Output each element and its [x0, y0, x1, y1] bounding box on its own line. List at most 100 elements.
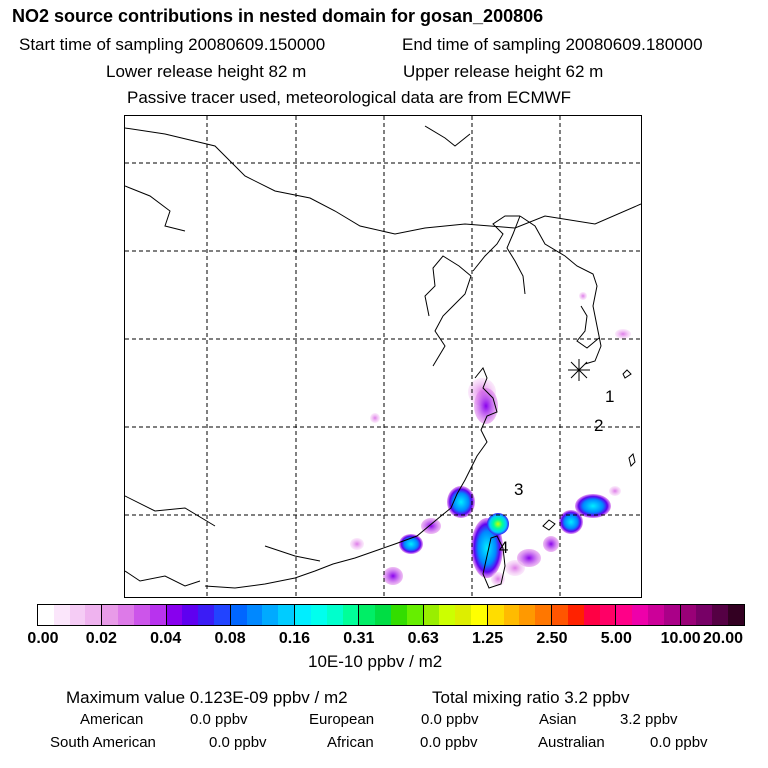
colorbar-tick-label: 0.31 [343, 630, 375, 647]
trajectory-labels: 1 2 3 4 [499, 387, 614, 557]
colorbar-tick-label: 0.00 [27, 630, 59, 647]
colorbar-swatch [118, 605, 134, 625]
colorbar-tick-label: 20.00 [702, 630, 744, 647]
concentration-plumes [350, 292, 631, 586]
region-european-value: 0.0 ppbv [421, 711, 479, 728]
colorbar-tick-label: 10.00 [660, 630, 701, 647]
colorbar-swatch [69, 605, 86, 625]
colorbar-swatch [182, 605, 199, 625]
region-south-american-value: 0.0 ppbv [209, 734, 267, 751]
end-time: End time of sampling 20080609.180000 [402, 35, 703, 54]
map-canvas: 1 2 3 4 [125, 116, 641, 597]
region-american-name: American [80, 711, 144, 728]
colorbar-swatch [567, 605, 584, 625]
colorbar-swatch [503, 605, 520, 625]
colorbar-swatch [471, 605, 487, 625]
region-african-name: African [327, 734, 374, 751]
region-australian-name: Australian [538, 734, 605, 751]
colorbar-swatch [455, 605, 472, 625]
colorbar-swatch [390, 605, 407, 625]
colorbar-swatch [326, 605, 343, 625]
colorbar-swatch [680, 605, 697, 625]
region-asian-value: 3.2 ppbv [620, 711, 678, 728]
colorbar-swatch [149, 605, 166, 625]
colorbar-swatch [295, 605, 311, 625]
map-panel: 1 2 3 4 [124, 115, 642, 598]
colorbar-swatch [552, 605, 568, 625]
colorbar-swatch [406, 605, 423, 625]
colorbar-swatch [230, 605, 247, 625]
region-european-name: European [309, 711, 375, 728]
colorbar-swatch [519, 605, 536, 625]
colorbar-tick-label: 5.00 [600, 630, 632, 647]
colorbar-tick-label: 2.50 [536, 630, 568, 647]
region-australian-value: 0.0 ppbv [650, 734, 708, 751]
colorbar-swatch [487, 605, 504, 625]
region-south-american-name: South American [50, 734, 156, 751]
graticule [125, 116, 641, 597]
colorbar-segment [295, 605, 360, 625]
colorbar-tick-label: 0.63 [407, 630, 439, 647]
tracer-note: Passive tracer used, meteorological data… [127, 88, 572, 107]
colorbar-swatch [423, 605, 440, 625]
colorbar-swatch [310, 605, 327, 625]
maximum-value: Maximum value 0.123E-09 ppbv / m2 [66, 688, 348, 707]
colorbar-swatch [133, 605, 150, 625]
colorbar-segment [359, 605, 424, 625]
colorbar-segment [487, 605, 553, 625]
label-3: 3 [514, 480, 523, 499]
colorbar-segment [102, 605, 167, 625]
colorbar-unit: 10E-10 ppbv / m2 [308, 652, 443, 671]
colorbar-swatch [728, 605, 744, 625]
colorbar-tick-label: 0.02 [85, 630, 117, 647]
colorbar-swatch [359, 605, 376, 625]
colorbar-swatch [616, 605, 633, 625]
colorbar-swatch [198, 605, 214, 625]
lower-release-height: Lower release height 82 m [106, 62, 307, 81]
region-american-value: 0.0 ppbv [190, 711, 248, 728]
colorbar-swatch [663, 605, 680, 625]
colorbar-segment [38, 605, 103, 625]
label-1: 1 [605, 387, 614, 406]
colorbar-swatch [262, 605, 279, 625]
colorbar-swatch [375, 605, 391, 625]
colorbar-swatch [535, 605, 552, 625]
colorbar-swatch [246, 605, 263, 625]
colorbar-swatch [583, 605, 600, 625]
colorbar-swatch [696, 605, 713, 625]
label-4: 4 [499, 538, 508, 557]
colorbar-segment [616, 605, 681, 625]
colorbar-segment [552, 605, 617, 625]
region-asian-name: Asian [539, 711, 577, 728]
colorbar-swatch [439, 605, 456, 625]
colorbar-tick-label: 0.08 [214, 630, 246, 647]
colorbar-swatch [85, 605, 102, 625]
colorbar-swatch [342, 605, 359, 625]
colorbar-swatch [278, 605, 295, 625]
region-african-value: 0.0 ppbv [420, 734, 478, 751]
colorbar-segment [230, 605, 296, 625]
colorbar-tick-label: 0.04 [150, 630, 182, 647]
colorbar-swatch [213, 605, 230, 625]
start-time: Start time of sampling 20080609.150000 [19, 35, 326, 54]
colorbar-swatch [599, 605, 616, 625]
colorbar-swatch [38, 605, 54, 625]
upper-release-height: Upper release height 62 m [403, 62, 604, 81]
colorbar-segment [680, 605, 744, 625]
colorbar [37, 604, 745, 626]
colorbar-swatch [632, 605, 649, 625]
total-mixing-ratio: Total mixing ratio 3.2 ppbv [432, 688, 630, 707]
colorbar-tick-label: 1.25 [471, 630, 504, 647]
colorbar-segment [423, 605, 488, 625]
colorbar-swatch [102, 605, 119, 625]
colorbar-swatch [166, 605, 183, 625]
colorbar-swatch [648, 605, 664, 625]
colorbar-segment [166, 605, 231, 625]
label-2: 2 [594, 416, 603, 435]
asterisk-marker [568, 359, 590, 381]
colorbar-swatch [712, 605, 729, 625]
coastlines [125, 125, 641, 589]
map-title: NO2 source contributions in nested domai… [12, 6, 544, 26]
colorbar-tick-label: 0.16 [278, 630, 311, 647]
colorbar-swatch [53, 605, 70, 625]
